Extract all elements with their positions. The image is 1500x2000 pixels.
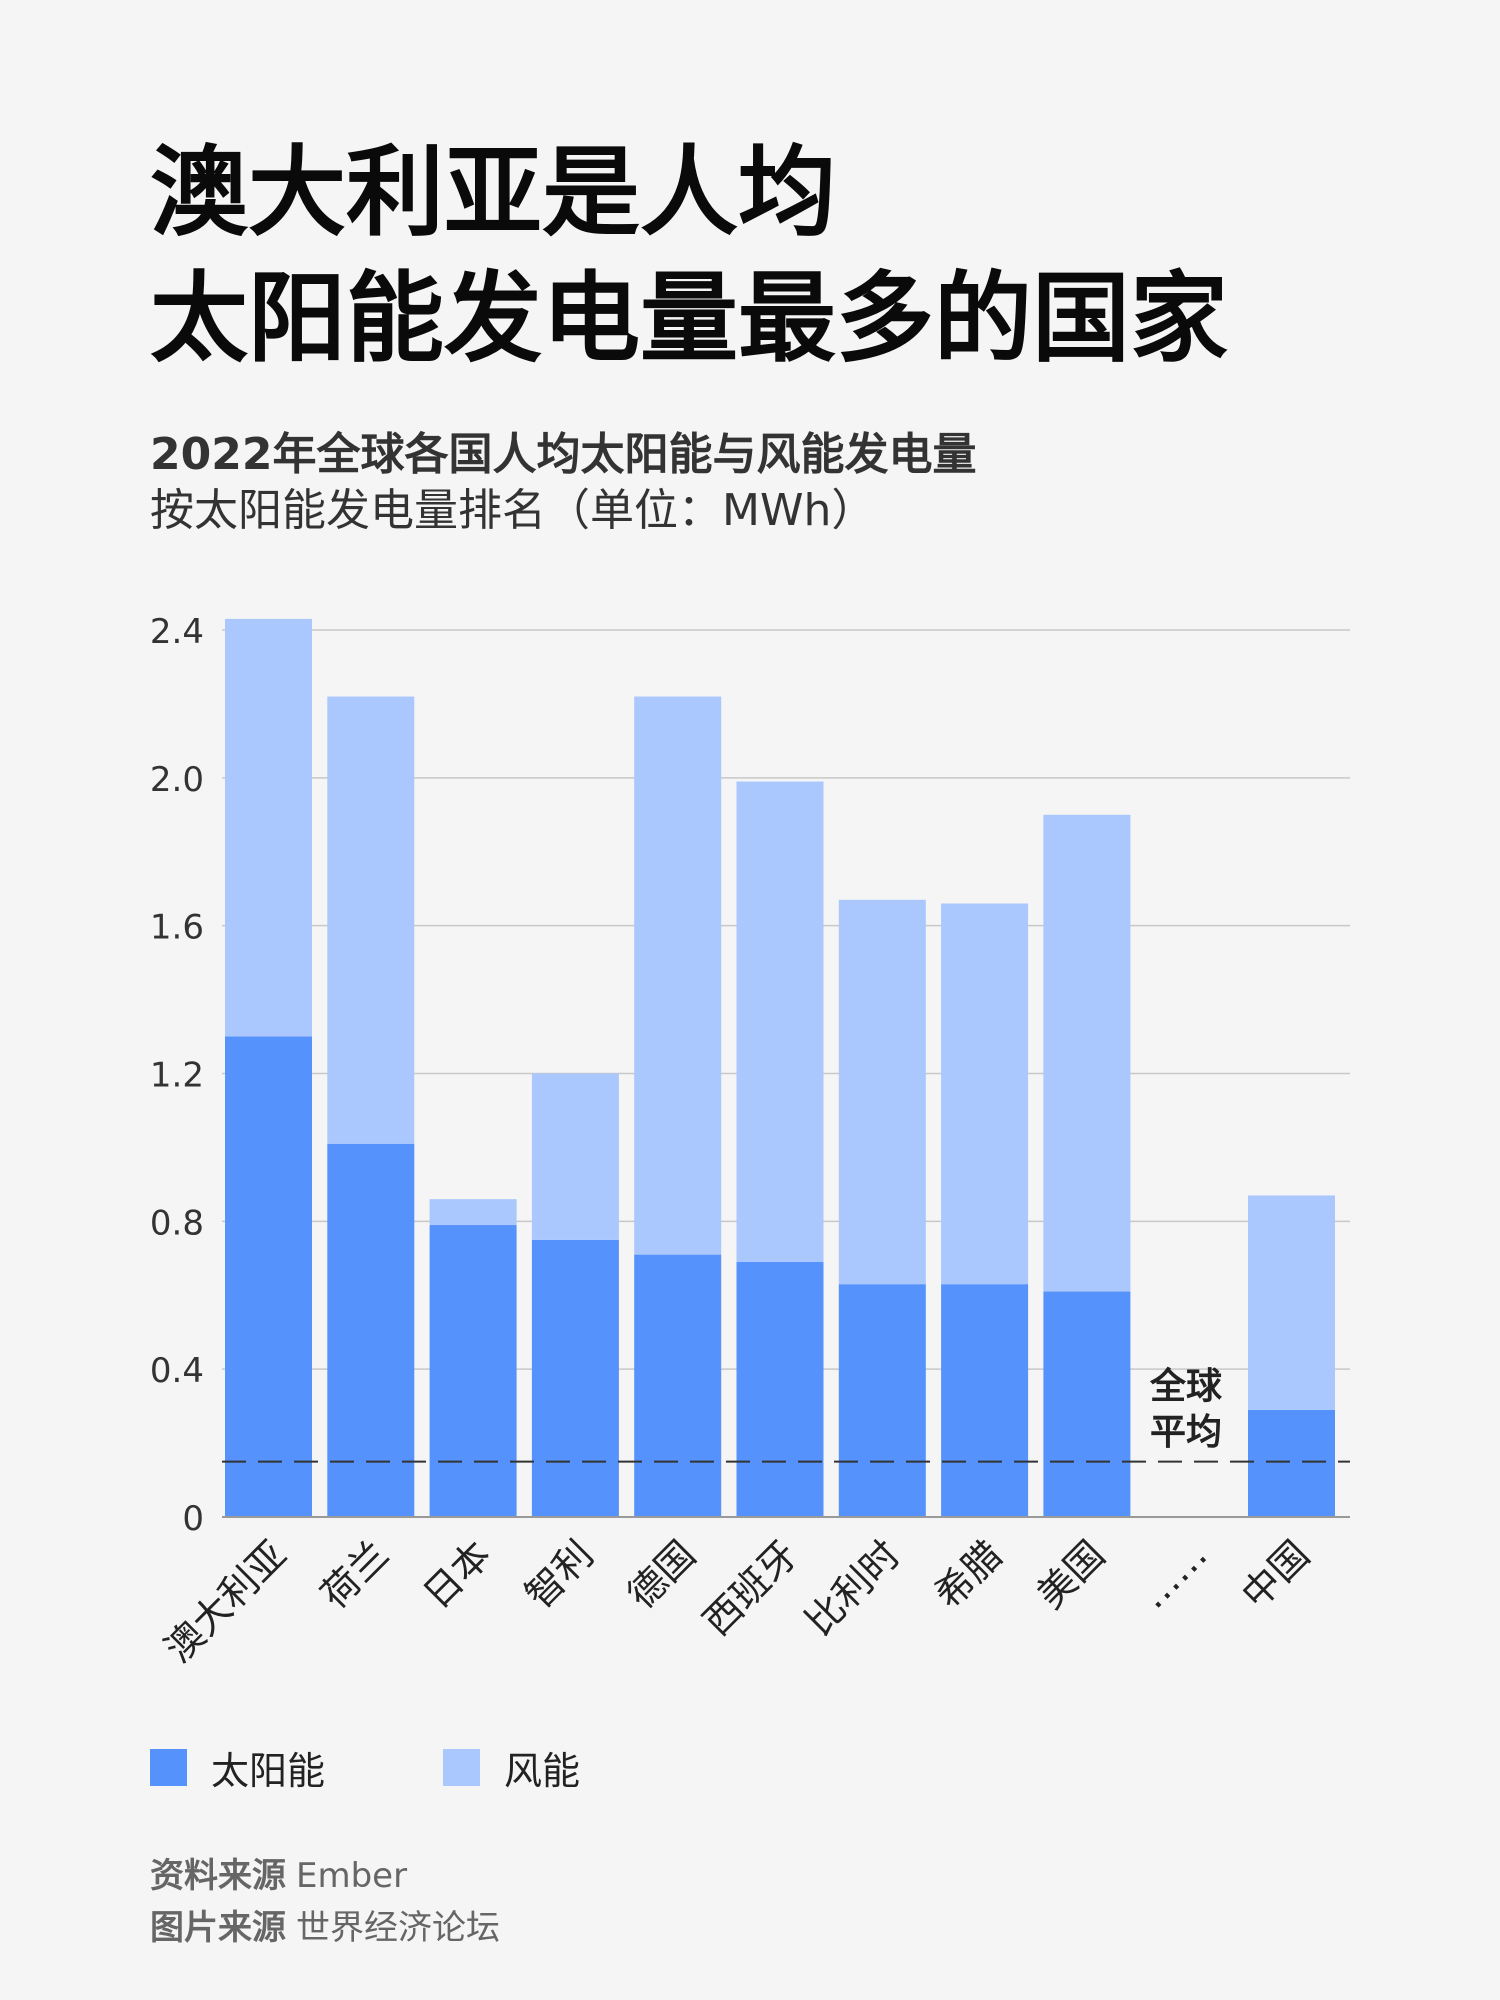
chart-subtitle-unit: 按太阳能发电量排名（单位：MWh）: [150, 485, 876, 536]
x-tick-label-2: 日本: [415, 1532, 500, 1617]
x-tick-label-7: 希腊: [926, 1532, 1011, 1617]
bar-solar-4: [634, 1254, 722, 1517]
axes: [222, 1460, 1350, 1518]
legend-label-solar: 太阳能: [211, 1749, 326, 1793]
x-tick-label-3: 智利: [517, 1532, 602, 1617]
y-tick-label-6: 2.4: [150, 612, 204, 652]
bar-solar-8: [1043, 1291, 1131, 1517]
x-tick-label-9: ……: [1131, 1532, 1216, 1617]
x-tick-label-8: 美国: [1028, 1532, 1113, 1617]
legend-swatch-wind: [443, 1749, 481, 1786]
bar-solar-5: [736, 1261, 824, 1517]
bar-solar-3: [531, 1239, 619, 1517]
bar-wind-0: [225, 618, 312, 1037]
stacked-bar-chart: 0 0.4 0.8 1.2 1.6 2.0 2.4 澳大利亚 荷兰 日本 智利 德国西班牙比利时 希腊美…: [150, 612, 1350, 1671]
x-tick-label-1: 荷兰: [312, 1532, 397, 1617]
title-line-1: 澳大利亚是人均: [150, 136, 837, 250]
footer-image-value: 世界经济论坛: [296, 1908, 500, 1948]
x-tick-label-4: 德国: [619, 1532, 704, 1617]
footer-image-credit: 图片来源 世界经济论坛: [150, 1900, 500, 1949]
footer-source: 资料来源 Ember: [150, 1848, 407, 1897]
bar-wind-3: [531, 1073, 619, 1240]
bar-wind-8: [1043, 814, 1131, 1292]
y-tick-label-5: 2.0: [150, 760, 204, 800]
labels: 0 0.4 0.8 1.2 1.6 2.0 2.4 澳大利亚 荷兰 日本 智利 德国西班牙比利时 希腊美…: [150, 612, 1318, 1671]
bar-solar-1: [327, 1143, 415, 1517]
bars: [225, 618, 1335, 1517]
legend-swatch-solar: [150, 1749, 187, 1786]
bar-wind-6: [838, 899, 926, 1285]
title-line-2: 太阳能发电量最多的国家: [150, 262, 1229, 376]
x-tick-label-5: 西班牙: [695, 1532, 807, 1644]
bar-wind-4: [634, 696, 722, 1255]
footer-source-value: Ember: [296, 1856, 408, 1896]
bar-wind-5: [736, 781, 824, 1262]
x-tick-label-10: 中国: [1233, 1532, 1318, 1617]
y-tick-label-1: 0.4: [150, 1351, 204, 1391]
bar-solar-10: [1248, 1409, 1335, 1517]
y-tick-label-2: 0.8: [150, 1203, 204, 1243]
average-label-line-2: 平均: [1150, 1412, 1222, 1453]
bar-solar-7: [941, 1284, 1029, 1517]
footer-image-key: 图片来源: [150, 1908, 286, 1948]
y-tick-label-3: 1.2: [150, 1056, 204, 1096]
legend-item-wind: 风能: [443, 1740, 580, 1795]
bar-wind-2: [429, 1199, 517, 1226]
y-tick-label-0: 0: [182, 1499, 204, 1539]
bar-wind-1: [327, 696, 415, 1144]
bar-wind-7: [941, 903, 1029, 1285]
bar-wind-10: [1248, 1195, 1335, 1410]
bar-solar-0: [225, 1036, 312, 1517]
legend: 太阳能 风能: [150, 1740, 698, 1795]
footer-source-key: 资料来源: [150, 1856, 286, 1896]
legend-label-wind: 风能: [504, 1749, 581, 1793]
average-label-line-1: 全球: [1149, 1365, 1223, 1407]
page-title: 澳大利亚是人均 太阳能发电量最多的国家: [150, 130, 1400, 382]
x-tick-label-0: 澳大利亚: [156, 1532, 295, 1671]
bar-solar-2: [429, 1225, 517, 1517]
x-tick-label-6: 比利时: [797, 1532, 909, 1644]
legend-item-solar: 太阳能: [150, 1740, 325, 1795]
bar-solar-6: [838, 1284, 926, 1517]
y-tick-label-4: 1.6: [150, 908, 204, 948]
chart-subtitle: 2022年全球各国人均太阳能与风能发电量: [150, 429, 977, 480]
